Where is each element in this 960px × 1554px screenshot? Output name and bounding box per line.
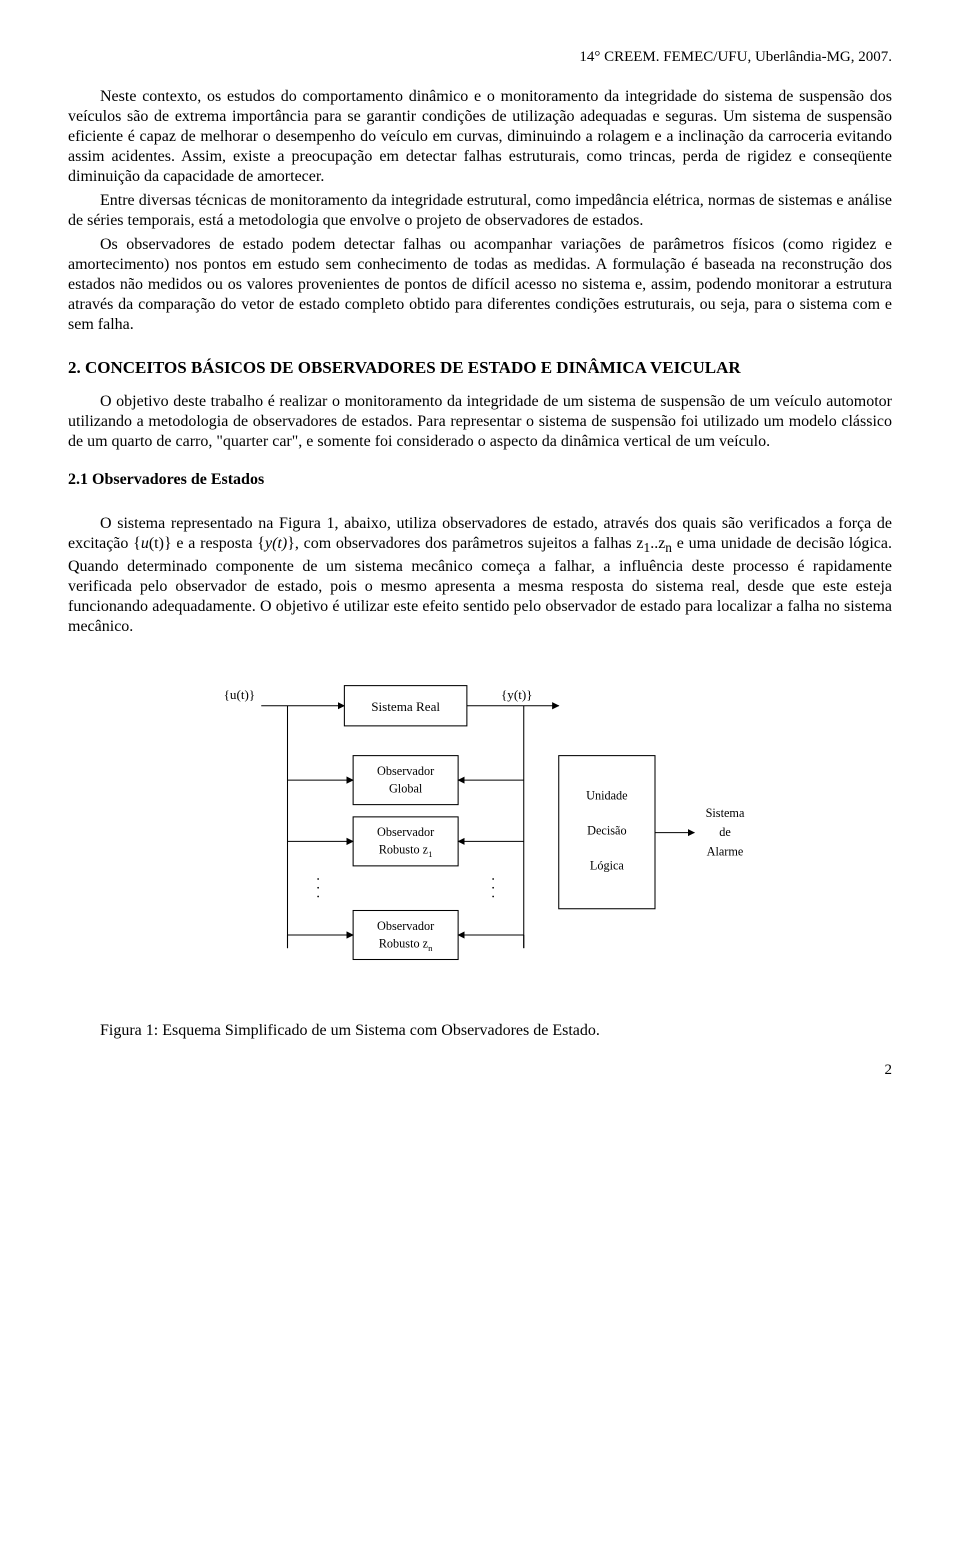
label-alarme-1: Sistema [706,806,745,820]
label-yt: {y(t)} [501,687,533,702]
intro-paragraph-3: Os observadores de estado podem detectar… [68,235,892,335]
figure-1-caption: Figura 1: Esquema Simplificado de um Sis… [68,1021,892,1041]
label-obs-global-2: Global [389,781,423,795]
label-alarme-2: de [719,825,731,839]
section-2-1-body: O sistema representado na Figura 1, abai… [68,514,892,637]
body-sub-n: n [665,540,672,555]
label-obs-robn-2b: n [428,943,433,953]
section-2-title: 2. CONCEITOS BÁSICOS DE OBSERVADORES DE … [68,357,892,378]
label-unidade-2: Decisão [587,823,626,837]
figure-1-diagram: {u(t)} Sistema Real {y(t)} Observador Gl… [200,665,760,995]
page-number: 2 [68,1061,892,1080]
label-obs-rob1-1: Observador [377,825,434,839]
label-alarme-3: Alarme [707,844,744,858]
section-2-intro: O objetivo deste trabalho é realizar o m… [68,392,892,452]
label-obs-robn-1: Observador [377,919,434,933]
intro-paragraph-2: Entre diversas técnicas de monitoramento… [68,191,892,231]
label-obs-rob1-2b: 1 [428,849,432,859]
label-obs-robn-2a: Robusto z [379,936,429,950]
label-unidade-1: Unidade [586,788,628,802]
body-ut-italic: u [141,535,149,552]
body-text-3: }, com observadores dos parâmetros sujei… [287,535,643,552]
section-2-1-title: 2.1 Observadores de Estados [68,470,892,490]
body-yt-italic: y(t) [265,535,287,552]
label-sistema-real: Sistema Real [371,699,440,714]
label-ut: {u(t)} [224,687,256,702]
label-obs-global-1: Observador [377,764,434,778]
body-text-2: (t)} e a resposta { [149,535,265,552]
intro-paragraph-1: Neste contexto, os estudos do comportame… [68,87,892,187]
label-unidade-3: Lógica [590,858,625,872]
body-text-4: ..z [650,535,665,552]
figure-1: {u(t)} Sistema Real {y(t)} Observador Gl… [68,665,892,1041]
label-obs-rob1-2a: Robusto z [379,842,429,856]
running-header: 14° CREEM. FEMEC/UFU, Uberlândia-MG, 200… [68,48,892,67]
